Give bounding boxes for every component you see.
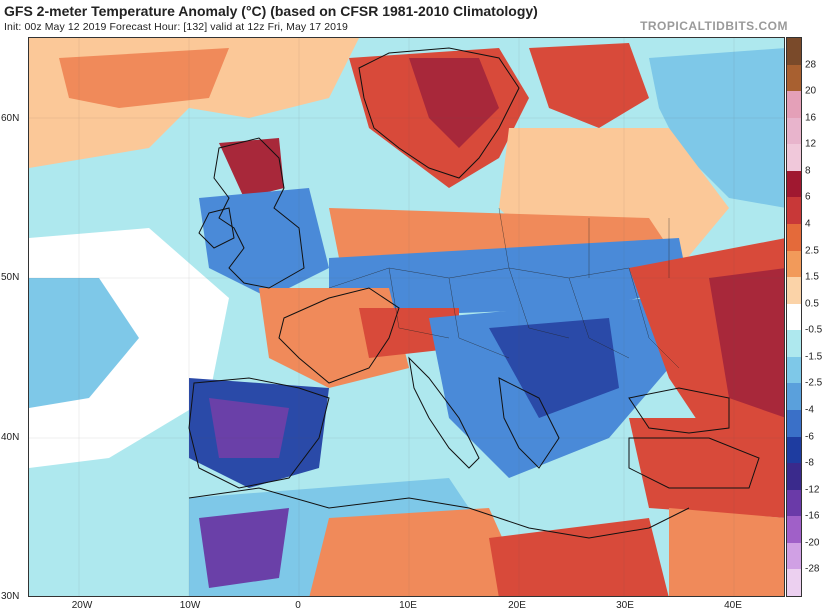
colorbar-swatch: [787, 356, 801, 384]
colorbar-label: -28: [805, 563, 820, 575]
coastlines: [188, 47, 760, 539]
colorbar-label: 8: [805, 165, 811, 177]
colorbar-label: -6: [805, 431, 814, 443]
warm-region-ukraine-core: [709, 268, 784, 418]
warm-region-turkey: [629, 418, 784, 518]
anomaly-map-canvas: [29, 38, 784, 596]
colorbar-label: -8: [805, 457, 814, 469]
colorbar-swatch: [787, 197, 801, 225]
colorbar-swatch: [787, 410, 801, 438]
colorbar-label: 0.5: [805, 298, 819, 310]
colorbar-swatch: [787, 224, 801, 252]
colorbar-label: -20: [805, 537, 820, 549]
colorbar-swatch: [787, 64, 801, 92]
map-header: GFS 2-meter Temperature Anomaly (°C) (ba…: [0, 0, 830, 36]
lat-label: 40N: [1, 432, 20, 443]
colorbar-label: 16: [805, 112, 817, 124]
latitude-axis: 60N 50N 40N 30N: [0, 37, 28, 602]
colorbar-label: 6: [805, 191, 811, 203]
lat-label: 30N: [1, 591, 20, 602]
warm-region-sahara: [309, 508, 529, 596]
colorbar-label: 28: [805, 59, 817, 71]
lon-label: 20E: [508, 600, 526, 611]
colorbar: [786, 37, 802, 597]
colorbar-swatch: [787, 144, 801, 172]
lat-label: 60N: [1, 113, 20, 124]
warm-region-scandinavia-core: [409, 58, 499, 148]
lon-label: 0: [295, 600, 301, 611]
colorbar-swatch: [787, 436, 801, 464]
colorbar-swatch: [787, 516, 801, 544]
colorbar-swatch: [787, 489, 801, 517]
warm-region-libya: [489, 518, 669, 596]
colorbar-swatch: [787, 117, 801, 145]
colorbar-label: -16: [805, 510, 820, 522]
lon-label: 40E: [724, 600, 742, 611]
forecast-info: Init: 00z May 12 2019 Forecast Hour: [13…: [4, 21, 348, 33]
cool-region-northeast: [649, 48, 784, 208]
cool-region-central-europe: [329, 238, 689, 318]
colorbar-label: 1.5: [805, 271, 819, 283]
colorbar-label: 20: [805, 85, 817, 97]
colorbar-label: 12: [805, 138, 817, 150]
lon-label: 10W: [179, 600, 201, 611]
colorbar-swatch: [787, 91, 801, 119]
warm-region-scotland: [219, 138, 284, 198]
colorbar-label: -1.5: [805, 351, 823, 363]
colorbar-swatch: [787, 170, 801, 198]
colorbar-label: 4: [805, 218, 811, 230]
colorbar-swatch: [787, 277, 801, 305]
colorbar-label: 2.5: [805, 245, 819, 257]
colorbar-swatch: [787, 38, 801, 66]
longitude-axis: 20W 10W 0 10E 20E 30E 40E: [28, 597, 785, 614]
colorbar-label: -4: [805, 404, 814, 416]
lat-label: 50N: [1, 272, 20, 283]
purple-region-morocco: [199, 508, 289, 588]
country-borders: [328, 207, 680, 369]
cool-region-atlantic: [29, 278, 139, 408]
colorbar-swatch: [787, 463, 801, 491]
anomaly-map: [28, 37, 785, 597]
purple-region-iberia: [209, 398, 289, 458]
cool-region-balkans-core: [489, 318, 619, 418]
colorbar-swatch: [787, 330, 801, 358]
colorbar-swatch: [787, 250, 801, 278]
colorbar-label: -0.5: [805, 324, 823, 336]
colorbar-swatch: [787, 542, 801, 570]
colorbar-swatch: [787, 569, 801, 597]
colorbar-swatch: [787, 383, 801, 411]
colorbar-labels: 28 20 16 12 8 6 4 2.5 1.5 0.5 -0.5 -1.5 …: [803, 37, 830, 597]
colorbar-label: -2.5: [805, 377, 823, 389]
map-title: GFS 2-meter Temperature Anomaly (°C) (ba…: [4, 3, 538, 19]
brand-watermark: TROPICALTIDBITS.COM: [640, 19, 788, 33]
colorbar-label: -12: [805, 484, 820, 496]
warm-region-north-atlantic-core: [59, 48, 229, 108]
lon-label: 30E: [616, 600, 634, 611]
warm-region-middle-east: [669, 508, 784, 596]
colorbar-swatch: [787, 303, 801, 331]
lon-label: 20W: [71, 600, 93, 611]
lon-label: 10E: [399, 600, 417, 611]
warm-region-finland: [529, 43, 649, 128]
